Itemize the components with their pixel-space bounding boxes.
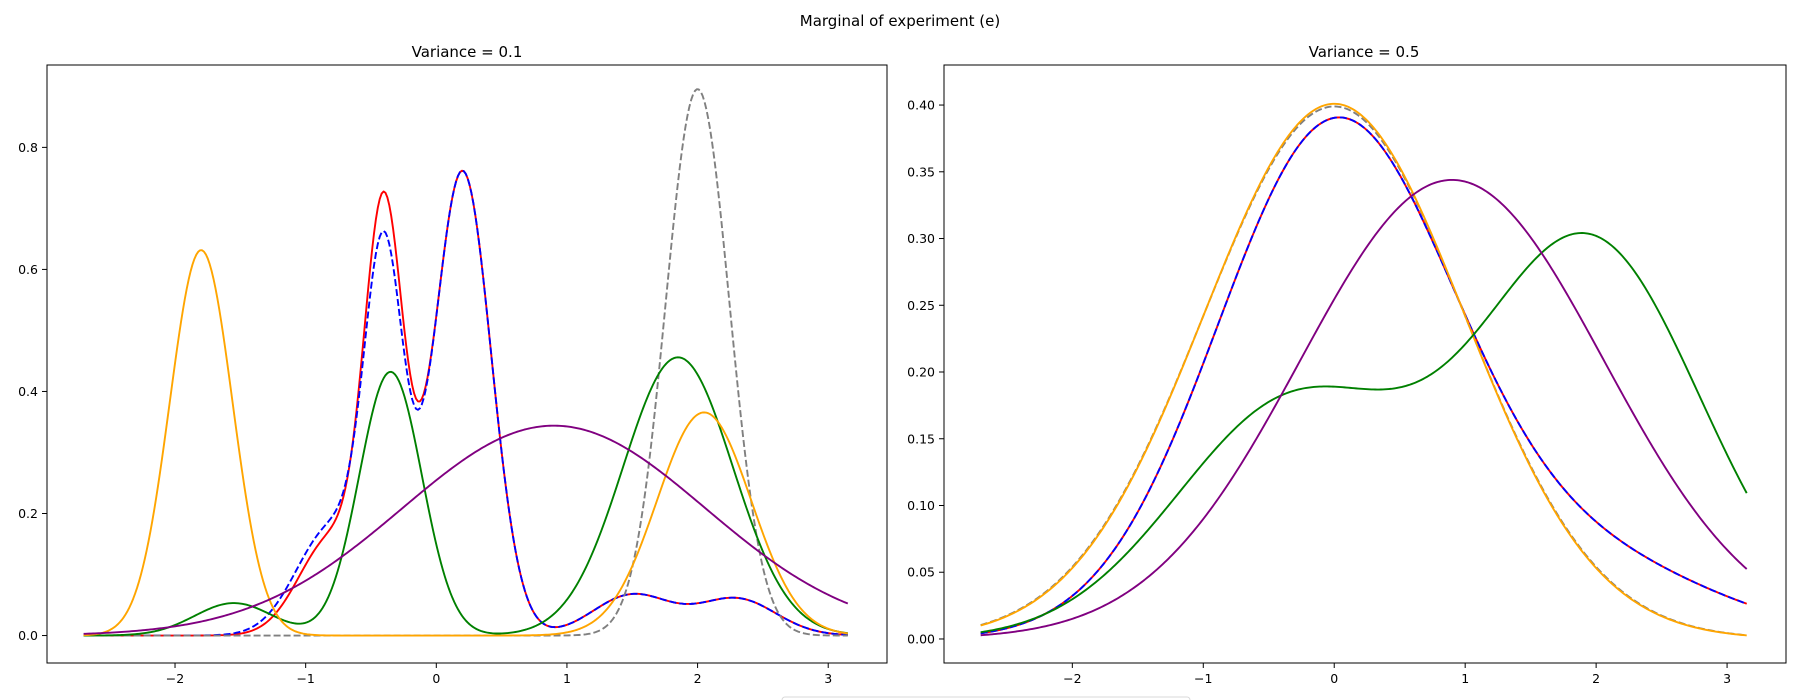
left-ytick-label: 0.0 xyxy=(18,628,38,643)
left-ytick-label: 0.8 xyxy=(18,140,38,155)
right-ytick-label: 0.05 xyxy=(907,565,935,580)
right-xtick-label: −1 xyxy=(1194,671,1212,686)
left-xtick-label: 1 xyxy=(563,671,571,686)
left-series-line-5 xyxy=(83,424,849,635)
left-series-line-3 xyxy=(83,356,848,637)
left-series-line-4 xyxy=(83,249,848,637)
right-series-layer xyxy=(980,102,1748,637)
right-xtick-label: 2 xyxy=(1592,671,1600,686)
left-xtick-label: 0 xyxy=(432,671,440,686)
right-ytick-label: 0.25 xyxy=(907,298,935,313)
left-axes-title: Variance = 0.1 xyxy=(412,43,523,61)
right-series-line-4 xyxy=(980,232,1748,634)
left-series-line-2 xyxy=(83,88,848,637)
axes-right: Variance = 0.5 −2 −1 0 1 2 3 0.00 0.05 0.10 0.15 0… xyxy=(907,43,1787,686)
right-series-line-2 xyxy=(980,105,1747,637)
right-ytick-label: 0.35 xyxy=(907,164,935,179)
left-xtick-label: −2 xyxy=(166,671,184,686)
left-axes-frame xyxy=(46,64,888,664)
left-series-line-1 xyxy=(83,169,848,637)
left-ticks-layer: −2 −1 0 1 2 3 0.0 0.2 0.4 0.6 0.8 xyxy=(18,140,832,686)
right-ytick-label: 0.20 xyxy=(907,365,935,380)
left-ytick-label: 0.2 xyxy=(18,506,38,521)
right-series-line-5 xyxy=(980,178,1748,637)
right-xtick-label: 3 xyxy=(1723,671,1731,686)
right-series-line-0 xyxy=(980,116,1748,635)
axes-left: Variance = 0.1 −2 −1 0 1 2 3 0.0 0.2 0.4 0.6 0.8 xyxy=(18,43,888,686)
right-ytick-label: 0.10 xyxy=(907,498,935,513)
legend-box-fragment xyxy=(781,696,1191,700)
right-axes-title: Variance = 0.5 xyxy=(1309,43,1420,61)
right-axes-frame xyxy=(943,64,1787,664)
right-ytick-label: 0.40 xyxy=(907,98,935,113)
left-series-layer xyxy=(83,88,849,637)
figure-suptitle: Marginal of experiment (e) xyxy=(800,12,1000,30)
left-ytick-label: 0.6 xyxy=(18,262,38,277)
right-ytick-label: 0.15 xyxy=(907,431,935,446)
left-xtick-label: 2 xyxy=(694,671,702,686)
right-series-line-1 xyxy=(980,116,1748,635)
left-xtick-label: −1 xyxy=(296,671,314,686)
left-xtick-label: 3 xyxy=(824,671,832,686)
right-xtick-label: 1 xyxy=(1461,671,1469,686)
left-ytick-label: 0.4 xyxy=(18,384,38,399)
right-ytick-label: 0.00 xyxy=(907,631,935,646)
right-xtick-label: 0 xyxy=(1330,671,1338,686)
right-series-line-3 xyxy=(980,102,1747,637)
right-ticks-layer: −2 −1 0 1 2 3 0.00 0.05 0.10 0.15 0.20 0.25 0.30 0.35… xyxy=(907,98,1731,686)
right-ytick-label: 0.30 xyxy=(907,231,935,246)
left-series-line-0 xyxy=(83,169,848,637)
right-xtick-label: −2 xyxy=(1063,671,1081,686)
